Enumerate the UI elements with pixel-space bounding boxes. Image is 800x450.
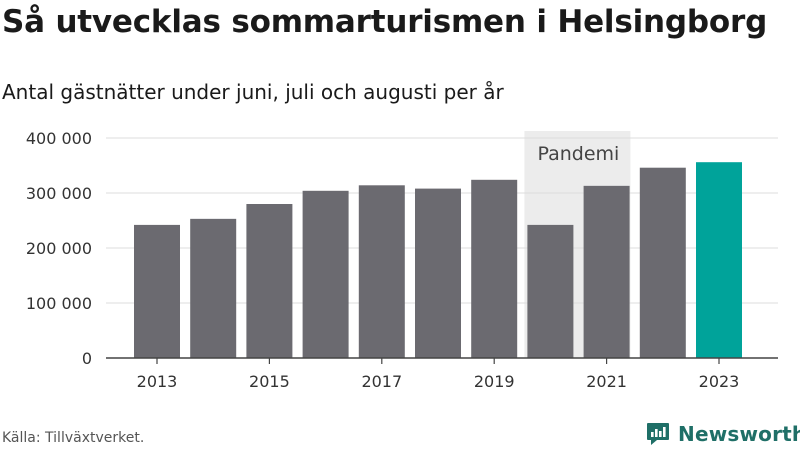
bar-2018	[415, 188, 461, 358]
bar-2020	[527, 224, 574, 358]
chart-title: Så utvecklas sommarturismen i Helsingbor…	[2, 4, 768, 40]
bar-2015	[246, 204, 293, 358]
bar-2017	[358, 185, 405, 358]
bar-2016	[302, 190, 349, 358]
y-tick-label: 0	[82, 349, 92, 368]
newsworthy-brand[interactable]: Newsworthy	[645, 421, 800, 447]
x-tick-label: 2017	[361, 372, 402, 391]
y-tick-label: 200 000	[26, 239, 92, 258]
bar-2013	[134, 224, 180, 358]
bar-2021	[583, 185, 630, 358]
bar-2022	[639, 167, 686, 358]
y-tick-label: 100 000	[26, 294, 92, 313]
bar-2019	[471, 179, 518, 358]
x-tick-label: 2019	[474, 372, 515, 391]
chart-subtitle: Antal gästnätter under juni, juli och au…	[2, 80, 504, 104]
source-note: Källa: Tillväxtverket.	[2, 430, 145, 446]
newsworthy-logo-icon	[647, 423, 669, 445]
x-tick-label: 2015	[249, 372, 290, 391]
bar-2023	[696, 162, 742, 358]
y-tick-label: 300 000	[26, 184, 92, 203]
brand-name: Newsworthy	[678, 422, 800, 446]
annotation-label: Pandemi	[537, 143, 619, 165]
y-tick-label: 400 000	[26, 129, 92, 148]
x-tick-label: 2013	[137, 372, 178, 391]
bar-chart: Pandemi 0 100 000 200 000 300 000 400 000 2013…	[26, 129, 778, 391]
x-tick-label: 2021	[586, 372, 627, 391]
x-tick-label: 2023	[699, 372, 740, 391]
bar-2014	[190, 218, 237, 358]
